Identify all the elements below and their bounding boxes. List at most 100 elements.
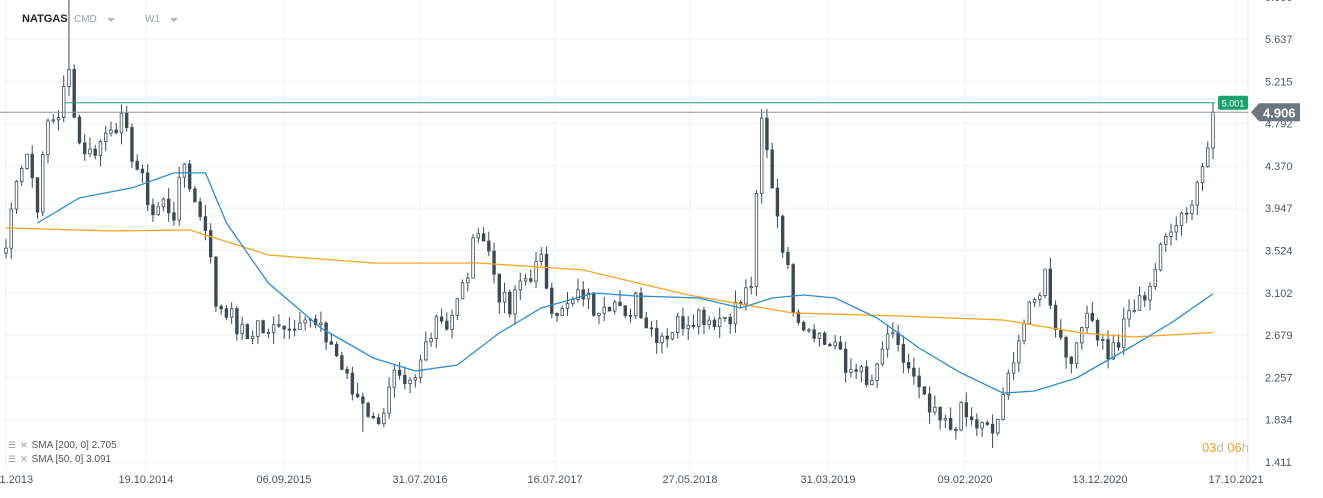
- candle-body: [455, 298, 460, 316]
- candle-body: [355, 393, 360, 398]
- candle-body: [156, 206, 160, 216]
- ask-price-badge: [1218, 95, 1248, 110]
- y-tick-label: 5.637: [1265, 34, 1293, 46]
- candle-body: [1043, 268, 1047, 296]
- candle-body: [1169, 231, 1173, 237]
- candle-body: [555, 313, 559, 316]
- candle-body: [261, 320, 265, 334]
- candle-body: [985, 422, 990, 425]
- candle-body: [1080, 327, 1084, 344]
- candle-body: [319, 322, 323, 326]
- candle-body: [198, 201, 202, 218]
- candle-body: [1200, 166, 1205, 184]
- candle-body: [817, 332, 822, 339]
- candle-body: [245, 324, 250, 340]
- candle-body: [397, 369, 402, 376]
- candle-body: [749, 286, 753, 289]
- candle-body: [93, 148, 97, 156]
- candle-body: [518, 280, 522, 291]
- candle-body: [1106, 339, 1110, 360]
- candle-body: [1153, 269, 1157, 287]
- candle-body: [969, 416, 974, 421]
- close-icon[interactable]: ✕: [20, 440, 28, 450]
- candle-body: [786, 251, 790, 265]
- x-tick-label: 13.12.2020: [1072, 474, 1127, 486]
- candle-body: [681, 316, 685, 329]
- candle-body: [329, 341, 334, 345]
- candle-body: [1190, 204, 1194, 214]
- candle-body: [1022, 323, 1026, 342]
- candle-body: [854, 369, 858, 372]
- candle-body: [130, 127, 134, 162]
- symbol-label[interactable]: NATGAS: [22, 13, 68, 25]
- candle-body: [151, 204, 155, 216]
- candle-body: [1038, 295, 1042, 300]
- candle-body: [1085, 312, 1089, 329]
- candle-body: [807, 329, 811, 332]
- candle-body: [208, 230, 213, 258]
- candle-body: [408, 379, 412, 385]
- candle-body: [366, 402, 370, 417]
- candle-body: [1032, 299, 1037, 303]
- y-tick-label: 1.411: [1265, 457, 1292, 469]
- candle-body: [828, 343, 832, 347]
- candle-body: [1006, 372, 1011, 396]
- candle-body: [361, 396, 365, 404]
- candle-body: [20, 168, 24, 182]
- settings-icon[interactable]: ☰: [8, 440, 17, 450]
- candle-countdown: 03d 06h: [1202, 440, 1249, 455]
- instrument-type-label: CMD: [74, 14, 97, 25]
- candle-body: [634, 292, 638, 317]
- interval-dropdown[interactable]: W1: [145, 14, 178, 25]
- legend-sma50[interactable]: ☰ ✕ SMA [50, 0] 3.091: [8, 454, 111, 465]
- candle-body: [476, 233, 481, 239]
- candle-body: [277, 324, 281, 327]
- candle-body: [182, 163, 187, 178]
- candle-body: [523, 278, 528, 282]
- close-icon[interactable]: ✕: [20, 454, 28, 464]
- settings-icon[interactable]: ☰: [8, 454, 17, 464]
- candle-body: [801, 322, 806, 331]
- candle-body: [943, 417, 948, 421]
- candle-body: [859, 366, 864, 372]
- legend-sma200[interactable]: ☰ ✕ SMA [200, 0] 2.705: [8, 440, 117, 451]
- candle-body: [298, 322, 302, 330]
- sma200-line: [5, 227, 1214, 338]
- candle-body: [14, 180, 19, 210]
- countdown-days: 03: [1202, 440, 1217, 455]
- candle-body: [77, 116, 82, 144]
- candle-body: [880, 348, 885, 365]
- candle-body: [292, 328, 297, 331]
- candle-body: [429, 338, 433, 343]
- candle-body: [25, 153, 29, 169]
- candle-body: [41, 154, 45, 213]
- candle-body: [1158, 243, 1163, 271]
- candle-body: [655, 327, 659, 344]
- candle-body: [450, 314, 454, 330]
- candle-body: [1164, 236, 1168, 245]
- candle-body: [224, 308, 229, 318]
- candle-body: [707, 319, 711, 326]
- candle-body: [1137, 295, 1142, 311]
- x-tick-label: 31.07.2016: [392, 474, 447, 486]
- candle-body: [1127, 310, 1131, 320]
- candle-body: [1011, 362, 1016, 374]
- candle-body: [602, 306, 606, 314]
- candle-body: [948, 417, 953, 430]
- candle-body: [203, 216, 208, 231]
- candle-body: [177, 176, 181, 221]
- candle-body: [676, 316, 680, 333]
- sma50-line: [37, 172, 1214, 394]
- candle-body: [508, 291, 512, 315]
- candle-body: [990, 423, 995, 434]
- candle-body: [72, 68, 76, 118]
- candle-body: [46, 120, 50, 155]
- candle-body: [780, 215, 785, 253]
- x-tick-label: 09.02.2020: [937, 474, 992, 486]
- x-tick-label: 27.05.2018: [662, 474, 717, 486]
- candle-body: [649, 327, 654, 330]
- instrument-type-dropdown[interactable]: CMD: [74, 14, 115, 25]
- candle-body: [733, 301, 738, 325]
